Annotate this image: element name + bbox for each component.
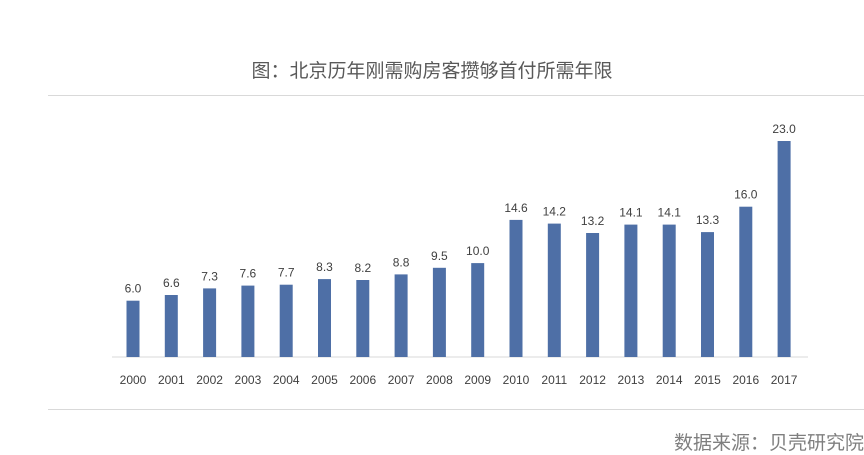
bar-2009 bbox=[471, 263, 485, 357]
x-tick-2001: 2001 bbox=[158, 373, 185, 387]
value-label-2005: 8.3 bbox=[316, 260, 333, 274]
x-tick-2009: 2009 bbox=[464, 373, 491, 387]
value-label-2012: 13.2 bbox=[581, 214, 605, 228]
bar-2006 bbox=[356, 280, 370, 357]
value-label-2007: 8.8 bbox=[393, 255, 410, 269]
x-tick-2015: 2015 bbox=[694, 373, 721, 387]
x-tick-2004: 2004 bbox=[273, 373, 300, 387]
x-tick-2017: 2017 bbox=[771, 373, 798, 387]
x-tick-2012: 2012 bbox=[579, 373, 606, 387]
x-tick-2014: 2014 bbox=[656, 373, 683, 387]
x-tick-2011: 2011 bbox=[541, 373, 567, 387]
bar-2007 bbox=[394, 274, 408, 357]
x-tick-2013: 2013 bbox=[618, 373, 645, 387]
value-label-2016: 16.0 bbox=[734, 188, 758, 202]
x-tick-2016: 2016 bbox=[732, 373, 759, 387]
x-tick-2002: 2002 bbox=[196, 373, 223, 387]
value-label-2013: 14.1 bbox=[619, 206, 643, 220]
bar-2005 bbox=[318, 279, 331, 357]
bar-2014 bbox=[662, 224, 676, 357]
value-label-2009: 10.0 bbox=[466, 244, 490, 258]
value-label-2004: 7.7 bbox=[278, 266, 295, 280]
value-label-2000: 6.0 bbox=[125, 282, 142, 296]
bar-2012 bbox=[586, 233, 600, 357]
value-label-2015: 13.3 bbox=[696, 213, 720, 227]
value-label-2008: 9.5 bbox=[431, 249, 448, 263]
bar-2004 bbox=[279, 284, 293, 357]
value-label-2014: 14.1 bbox=[658, 206, 682, 220]
bar-2001 bbox=[164, 295, 178, 357]
chart-title: 图：北京历年刚需购房客攒够首付所需年限 bbox=[251, 61, 613, 82]
bar-2015 bbox=[701, 232, 714, 357]
data-source-note: 数据来源：贝壳研究院 bbox=[673, 433, 864, 454]
bar-2016 bbox=[739, 206, 753, 357]
top-divider bbox=[48, 95, 864, 96]
x-tick-2007: 2007 bbox=[388, 373, 415, 387]
value-label-2001: 6.6 bbox=[163, 276, 180, 290]
value-label-2002: 7.3 bbox=[201, 269, 218, 283]
x-tick-2010: 2010 bbox=[503, 373, 530, 387]
x-tick-2006: 2006 bbox=[349, 373, 376, 387]
bar-2013 bbox=[624, 224, 638, 357]
value-label-2006: 8.2 bbox=[354, 261, 371, 275]
bar-2000 bbox=[126, 300, 140, 357]
bar-2017 bbox=[777, 141, 791, 357]
bar-2003 bbox=[241, 285, 255, 357]
value-label-2010: 14.6 bbox=[504, 201, 528, 215]
value-label-2011: 14.2 bbox=[543, 205, 567, 219]
bar-2010 bbox=[509, 219, 523, 357]
bar-2011 bbox=[547, 223, 561, 357]
bar-series: 6.0 2000 6.6 2001 7.3 2002 7.6 2003 7.7 2004 8.3 20… bbox=[120, 122, 798, 387]
bar-2002 bbox=[203, 288, 217, 357]
bottom-divider bbox=[48, 409, 864, 410]
x-tick-2000: 2000 bbox=[120, 373, 147, 387]
bar-2008 bbox=[432, 267, 446, 357]
x-tick-2005: 2005 bbox=[311, 373, 338, 387]
x-tick-2003: 2003 bbox=[235, 373, 262, 387]
value-label-2003: 7.6 bbox=[240, 267, 257, 281]
value-label-2017: 23.0 bbox=[772, 122, 796, 136]
x-tick-2008: 2008 bbox=[426, 373, 453, 387]
